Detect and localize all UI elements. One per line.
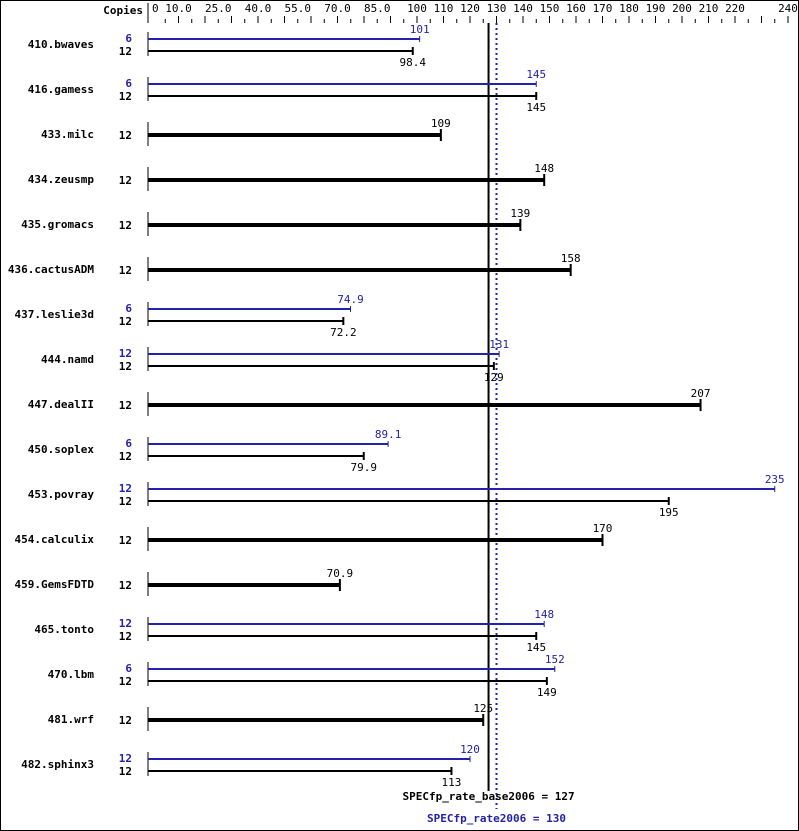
base-value-label: 113 xyxy=(442,776,462,789)
benchmark-label: 482.sphinx3 xyxy=(21,758,94,771)
peak-copies: 6 xyxy=(125,662,132,675)
tick-label: 100 xyxy=(407,2,427,15)
tick-label: 210 xyxy=(699,2,719,15)
peak-value-label: 145 xyxy=(526,68,546,81)
tick-label: 170 xyxy=(593,2,613,15)
peak-copies: 12 xyxy=(119,482,132,495)
base-value-label: 207 xyxy=(691,387,711,400)
peak-value-label: 131 xyxy=(489,338,509,351)
tick-label: 70.0 xyxy=(324,2,351,15)
base-copies: 12 xyxy=(119,315,132,328)
benchmark-label: 450.soplex xyxy=(28,443,95,456)
tick-label: 40.0 xyxy=(245,2,272,15)
tick-label: 110 xyxy=(434,2,454,15)
tick-label: 140 xyxy=(513,2,533,15)
base-value-label: 125 xyxy=(473,702,493,715)
benchmark-label: 447.dealII xyxy=(28,398,94,411)
tick-label: 0 xyxy=(152,2,159,15)
peak-value-label: 120 xyxy=(460,743,480,756)
base-copies: 12 xyxy=(119,129,132,142)
base-value-label: 72.2 xyxy=(330,326,357,339)
benchmark-label: 433.milc xyxy=(41,128,94,141)
peak-value-label: 74.9 xyxy=(337,293,364,306)
base-copies: 12 xyxy=(119,45,132,58)
tick-label: 10.0 xyxy=(165,2,192,15)
base-copies: 12 xyxy=(119,495,132,508)
peak-copies: 12 xyxy=(119,347,132,360)
base-copies: 12 xyxy=(119,534,132,547)
peak-score-label: SPECfp_rate2006 = 130 xyxy=(427,812,566,825)
peak-copies: 6 xyxy=(125,77,132,90)
tick-label: 130 xyxy=(487,2,507,15)
base-copies: 12 xyxy=(119,630,132,643)
benchmark-label: 410.bwaves xyxy=(28,38,94,51)
peak-copies: 6 xyxy=(125,32,132,45)
base-value-label: 149 xyxy=(537,686,557,699)
base-copies: 12 xyxy=(119,579,132,592)
peak-value-label: 152 xyxy=(545,653,565,666)
peak-copies: 6 xyxy=(125,302,132,315)
base-value-label: 70.9 xyxy=(327,567,354,580)
tick-label: 220 xyxy=(725,2,745,15)
peak-copies: 6 xyxy=(125,437,132,450)
base-copies: 12 xyxy=(119,765,132,778)
base-copies: 12 xyxy=(119,219,132,232)
tick-label: 180 xyxy=(619,2,639,15)
base-copies: 12 xyxy=(119,360,132,373)
benchmark-label: 465.tonto xyxy=(34,623,94,636)
base-value-label: 145 xyxy=(526,101,546,114)
benchmark-label: 453.povray xyxy=(28,488,95,501)
peak-value-label: 148 xyxy=(534,608,554,621)
peak-value-label: 235 xyxy=(765,473,785,486)
tick-label: 55.0 xyxy=(285,2,312,15)
base-value-label: 170 xyxy=(593,522,613,535)
base-value-label: 98.4 xyxy=(400,56,427,69)
benchmark-label: 437.leslie3d xyxy=(15,308,94,321)
base-copies: 12 xyxy=(119,450,132,463)
peak-value-label: 89.1 xyxy=(375,428,402,441)
base-value-label: 145 xyxy=(526,641,546,654)
tick-label: 150 xyxy=(540,2,560,15)
base-copies: 12 xyxy=(119,675,132,688)
tick-label: 120 xyxy=(460,2,480,15)
benchmark-label: 454.calculix xyxy=(15,533,95,546)
peak-value-label: 101 xyxy=(410,23,430,36)
benchmark-label: 434.zeusmp xyxy=(28,173,95,186)
base-copies: 12 xyxy=(119,174,132,187)
benchmark-label: 416.gamess xyxy=(28,83,94,96)
base-copies: 12 xyxy=(119,399,132,412)
peak-copies: 12 xyxy=(119,617,132,630)
base-score-label: SPECfp_rate_base2006 = 127 xyxy=(402,790,574,803)
peak-copies: 12 xyxy=(119,752,132,765)
tick-label: 85.0 xyxy=(364,2,391,15)
base-value-label: 79.9 xyxy=(350,461,377,474)
benchmark-label: 444.namd xyxy=(41,353,94,366)
base-copies: 12 xyxy=(119,90,132,103)
base-value-label: 148 xyxy=(534,162,554,175)
benchmark-label: 436.cactusADM xyxy=(8,263,94,276)
benchmark-label: 470.lbm xyxy=(48,668,95,681)
base-value-label: 158 xyxy=(561,252,581,265)
benchmark-label: 435.gromacs xyxy=(21,218,94,231)
tick-label: 240 xyxy=(778,2,798,15)
tick-label: 200 xyxy=(672,2,692,15)
base-value-label: 195 xyxy=(659,506,679,519)
benchmark-label: 459.GemsFDTD xyxy=(15,578,95,591)
base-value-label: 129 xyxy=(484,371,504,384)
tick-label: 190 xyxy=(646,2,666,15)
base-copies: 12 xyxy=(119,264,132,277)
base-value-label: 139 xyxy=(510,207,530,220)
benchmark-label: 481.wrf xyxy=(48,713,94,726)
base-copies: 12 xyxy=(119,714,132,727)
copies-header: Copies xyxy=(103,4,143,17)
tick-label: 160 xyxy=(566,2,586,15)
tick-label: 25.0 xyxy=(205,2,232,15)
base-value-label: 109 xyxy=(431,117,451,130)
